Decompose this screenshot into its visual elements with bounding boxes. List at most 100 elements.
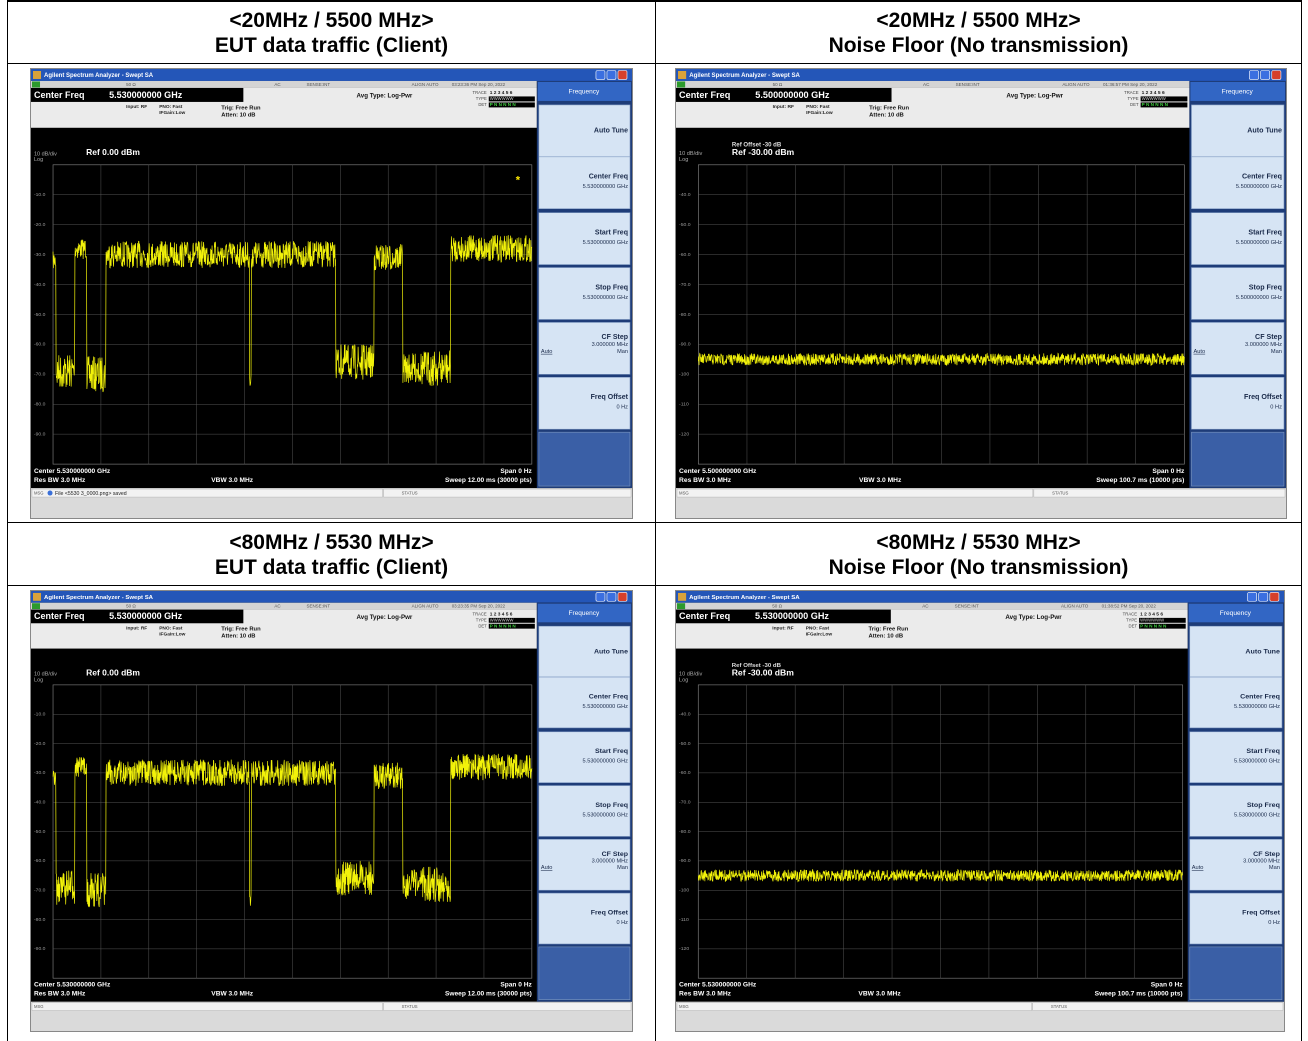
res-bw: Res BW 3.0 MHz xyxy=(679,991,732,998)
softkey-blank xyxy=(1190,947,1282,1000)
y-axis-label: -50.0 xyxy=(679,222,691,228)
softkey-label: Start Freq xyxy=(1246,748,1280,755)
softkey-value: 3.000000 MHz xyxy=(592,858,629,864)
type-label: TYPE xyxy=(476,617,487,622)
menu-title: Frequency xyxy=(569,610,601,617)
softkey-value: 5.500000000 GHz xyxy=(1236,184,1282,190)
table-border xyxy=(655,0,656,1041)
scale-type: Log xyxy=(34,677,43,683)
y-axis-label: -30.0 xyxy=(34,252,46,258)
softkey-value: 5.530000000 GHz xyxy=(583,759,629,765)
analyzer-screenshot: Agilent Spectrum Analyzer - Swept SA50 Ω… xyxy=(30,590,633,1032)
softkey-value: 5.530000000 GHz xyxy=(583,184,629,190)
softkey-option: Man xyxy=(617,865,628,871)
softkey-label: Start Freq xyxy=(595,748,628,755)
softkey-label: Freq Offset xyxy=(1242,910,1281,917)
sense: SENSE:INT xyxy=(306,82,330,87)
lxi-icon xyxy=(677,603,685,609)
softkey-value: 3.000000 MHz xyxy=(592,342,629,348)
heading-line: <80MHz / 5530 MHz> xyxy=(8,530,655,555)
center-freq-label: Center Freq xyxy=(679,90,730,100)
res-bw: Res BW 3.0 MHz xyxy=(679,477,732,484)
softkey-option: Auto xyxy=(541,349,553,355)
analyzer-screenshot: Agilent Spectrum Analyzer - Swept SA50 Ω… xyxy=(675,68,1287,519)
softkey-label: Auto Tune xyxy=(594,128,628,135)
avg-type: Avg Type: Log-Pwr xyxy=(1005,614,1062,621)
softkey-value: 5.530000000 GHz xyxy=(583,812,629,818)
window-button xyxy=(596,70,605,79)
y-axis-label: -50.0 xyxy=(34,312,46,318)
y-axis-label: -90.0 xyxy=(34,432,46,438)
y-axis-label: -80.0 xyxy=(679,829,691,835)
status-field xyxy=(384,489,631,497)
window-button xyxy=(607,592,616,601)
window-button xyxy=(618,592,627,601)
status-field xyxy=(384,1003,631,1011)
center-freq-value: 5.530000000 GHz xyxy=(755,611,829,621)
softkey xyxy=(1191,157,1284,209)
window-button xyxy=(1261,70,1270,79)
scale-type: Log xyxy=(34,157,43,163)
type-label: TYPE xyxy=(476,96,487,101)
cell-heading: <80MHz / 5530 MHz>EUT data traffic (Clie… xyxy=(8,530,655,580)
res-bw: Res BW 3.0 MHz xyxy=(34,477,86,484)
vbw: VBW 3.0 MHz xyxy=(858,991,901,998)
y-axis-label: -90.0 xyxy=(679,858,691,864)
status-field xyxy=(1033,1003,1283,1011)
trace-label: TRACE xyxy=(473,90,487,95)
app-icon xyxy=(33,71,41,79)
y-axis-label: -60.0 xyxy=(34,342,46,348)
y-axis-label: -90.0 xyxy=(679,342,691,348)
vbw: VBW 3.0 MHz xyxy=(211,991,254,998)
page: {"cells":[ {"heading":["<20MHz / 5500 MH… xyxy=(0,0,1308,1041)
status-field xyxy=(1034,489,1285,497)
input: Input: RF xyxy=(126,104,147,110)
heading-line: <20MHz / 5500 MHz> xyxy=(656,8,1301,33)
softkey-label: Stop Freq xyxy=(595,802,628,809)
y-axis-label: -40.0 xyxy=(34,282,46,288)
center: Center 5.530000000 GHz xyxy=(34,982,111,989)
timestamp: 03:23:35 PM Sep 20, 2022 xyxy=(452,604,506,609)
softkey-blank xyxy=(539,947,630,1000)
softkey-option: Man xyxy=(617,349,628,355)
align: ALIGN AUTO xyxy=(1062,82,1090,87)
softkey-value: 5.530000000 GHz xyxy=(583,295,629,301)
type-value: WWWWWW xyxy=(490,96,514,101)
softkey-label: Center Freq xyxy=(589,174,628,181)
table-border xyxy=(1301,0,1302,1041)
avg-type: Avg Type: Log-Pwr xyxy=(357,93,413,100)
window-title: Agilent Spectrum Analyzer - Swept SA xyxy=(44,73,154,79)
softkey-label: Stop Freq xyxy=(1249,284,1282,291)
softkey-option: Auto xyxy=(1193,349,1205,355)
type-label: TYPE xyxy=(1127,96,1138,101)
app-icon xyxy=(678,71,686,79)
sweep: Sweep 100.7 ms (10000 pts) xyxy=(1096,477,1184,484)
softkey xyxy=(539,893,630,944)
softkey-value: 0 Hz xyxy=(616,920,628,926)
softkey xyxy=(539,732,630,783)
timestamp: 01:36:57 PM Sep 20, 2022 xyxy=(1103,82,1158,87)
impedance: 50 Ω xyxy=(772,604,782,609)
y-axis-label: -60.0 xyxy=(679,252,691,258)
y-axis-label: -100 xyxy=(679,372,689,378)
softkey xyxy=(1190,786,1282,837)
reference-level: Ref 0.00 dBm xyxy=(86,147,140,157)
msg-icon xyxy=(48,491,53,496)
app-icon xyxy=(678,593,686,601)
window-button xyxy=(1270,592,1279,601)
center: Center 5.500000000 GHz xyxy=(679,468,757,475)
center: Center 5.530000000 GHz xyxy=(679,982,757,989)
window-button xyxy=(1272,70,1281,79)
msg-label: MSG xyxy=(34,1004,44,1009)
y-axis-label: -30.0 xyxy=(34,770,46,776)
softkey-label: Center Freq xyxy=(1242,174,1282,181)
y-axis-label: -110 xyxy=(679,917,689,923)
analyzer-screen: Agilent Spectrum Analyzer - Swept SA50 Ω… xyxy=(31,591,632,1031)
softkey-label: Center Freq xyxy=(589,693,628,700)
trace-label: TRACE xyxy=(1124,90,1139,95)
center-freq-label: Center Freq xyxy=(679,611,730,621)
atten: Atten: 10 dB xyxy=(221,112,255,118)
y-axis-label: -70.0 xyxy=(679,800,691,806)
ifgain: IFGain:Low xyxy=(159,631,185,637)
avg-type: Avg Type: Log-Pwr xyxy=(1006,93,1063,100)
